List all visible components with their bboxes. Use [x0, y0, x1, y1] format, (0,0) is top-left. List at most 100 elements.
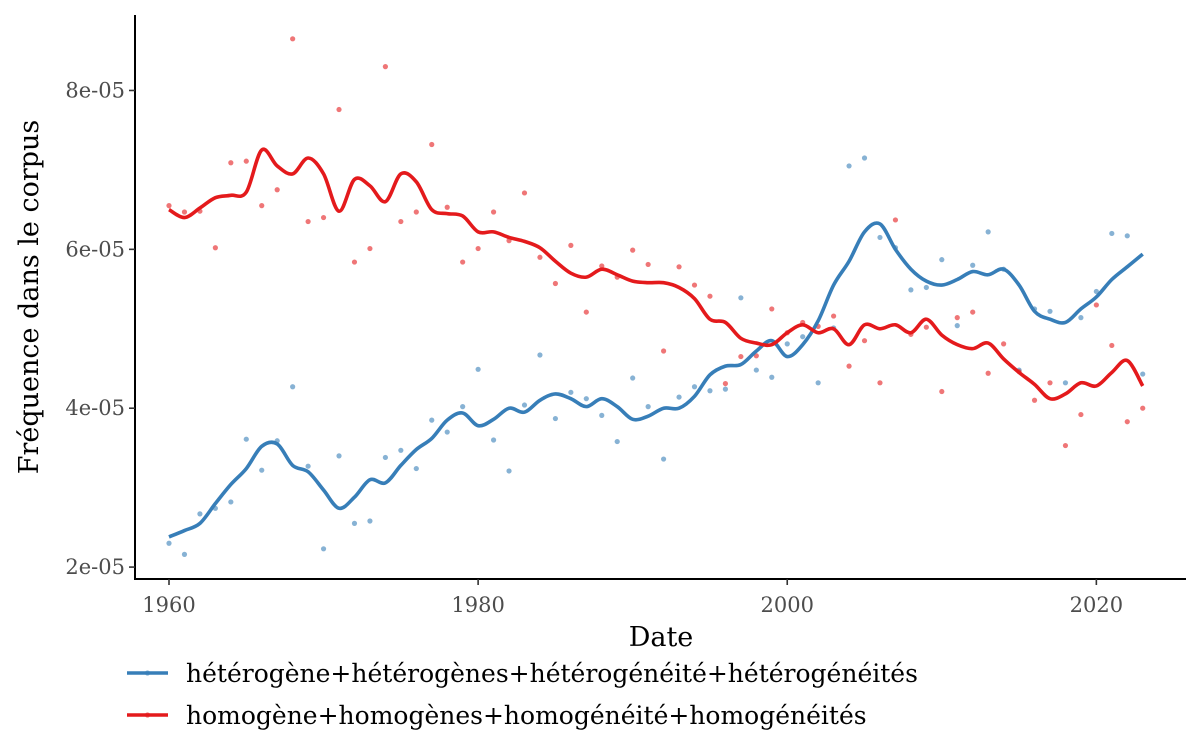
series-1-point	[1078, 315, 1084, 321]
series-2-point	[413, 209, 419, 215]
series-2-point	[1031, 397, 1038, 403]
series-1-point	[939, 257, 945, 263]
series-2-point	[691, 282, 698, 288]
series-2-point	[336, 106, 342, 113]
series-1-point	[197, 511, 203, 517]
series-2-point	[1047, 380, 1053, 386]
legend: hétérogène+hétérogènes+hétérogénéité+hét…	[127, 659, 918, 730]
series-2-point	[537, 254, 543, 260]
series-1-point	[630, 375, 636, 381]
series-1-point	[1140, 371, 1146, 377]
series-1-point	[351, 520, 358, 526]
series-2-point	[738, 353, 744, 360]
series-2-point	[892, 217, 899, 223]
series-1-points	[166, 155, 1146, 557]
series-2-point	[846, 363, 852, 369]
legend-key-point	[144, 670, 151, 676]
series-2-point	[970, 309, 976, 315]
series-2-point	[583, 309, 589, 315]
series-1-point	[707, 388, 713, 394]
series-2-point	[212, 245, 218, 251]
axis-ticks: 1960 1980 2000 2020 2e-05 4e-05 6e-05 8e-05	[65, 78, 1123, 617]
series-2-point	[429, 141, 435, 148]
series-2-point	[382, 64, 388, 70]
series-1-point	[908, 287, 914, 293]
series-2-point	[228, 160, 234, 166]
series-1-point	[1047, 308, 1053, 314]
series-1-point	[398, 447, 404, 453]
series-1-point	[800, 334, 806, 340]
series-1-point	[753, 367, 759, 373]
series-2-point	[923, 324, 929, 330]
series-2-point	[1093, 302, 1099, 308]
series-1-point	[1093, 288, 1099, 295]
series-2-point	[1001, 341, 1007, 347]
series-2-point	[552, 280, 559, 287]
series-2-point	[954, 315, 960, 321]
series-2-point	[660, 348, 667, 354]
series-1-point	[259, 467, 265, 473]
series-1-point	[970, 262, 976, 268]
series-2-point	[1109, 342, 1115, 349]
series-2-point	[1062, 442, 1069, 449]
series-1-point	[537, 352, 543, 358]
series-2-point	[274, 187, 280, 193]
series-2-point	[707, 293, 713, 299]
series-1-point	[1062, 380, 1069, 386]
series-1-point	[305, 463, 311, 469]
series-2-point	[460, 259, 466, 265]
x-tick-label: 1980	[451, 593, 504, 617]
series-1-point	[181, 551, 188, 557]
series-2-point	[166, 203, 172, 209]
series-1-point	[490, 437, 497, 443]
series-1-point	[243, 436, 249, 442]
series-2-point	[290, 36, 296, 42]
series-2-point	[1124, 419, 1130, 425]
series-1-point	[367, 518, 373, 524]
series-1-point	[568, 389, 574, 395]
series-1-point	[784, 341, 790, 347]
legend-key-point	[144, 712, 151, 718]
series-1-point	[228, 499, 234, 505]
series-2-point	[985, 370, 991, 376]
series-1-point	[645, 404, 651, 410]
series-1-point	[815, 380, 821, 386]
series-1-point	[506, 468, 512, 474]
series-1-point	[676, 394, 682, 400]
series-1-point	[923, 284, 929, 291]
series-2-point	[398, 218, 404, 225]
series-1-point	[583, 396, 589, 402]
series-2-point	[243, 158, 249, 164]
series-1-point	[985, 229, 991, 235]
series-2-point	[877, 380, 883, 386]
series-1-point	[769, 374, 775, 380]
series-1-point	[413, 465, 419, 472]
series-2-point	[676, 264, 682, 270]
series-1-point	[444, 429, 450, 435]
series-1-point	[166, 540, 172, 546]
series-2-point	[1078, 411, 1084, 418]
series-1-point	[599, 412, 605, 418]
series-2-point	[831, 313, 837, 319]
series-2-point	[475, 245, 481, 252]
series-1-point	[877, 234, 883, 241]
series-1-point	[382, 454, 388, 461]
series-2-points	[166, 36, 1146, 449]
y-tick-label: 2e-05	[65, 555, 125, 579]
series-1-point	[738, 295, 744, 301]
series-2-point	[1140, 405, 1146, 411]
series-2-point	[490, 209, 497, 215]
series-1-point	[290, 384, 296, 390]
series-1-point	[429, 417, 435, 423]
series-2-point	[367, 245, 373, 252]
series-1-point	[521, 402, 528, 408]
series-2-point	[320, 214, 327, 221]
series-2-point	[722, 380, 729, 387]
series-1-point	[954, 323, 960, 329]
x-axis-title: Date	[629, 622, 694, 653]
series-1-point	[722, 386, 729, 392]
series-2-point	[599, 263, 605, 269]
x-tick-label: 2020	[1070, 593, 1123, 617]
x-tick-label: 2000	[761, 593, 814, 617]
series-1-point	[320, 546, 327, 552]
